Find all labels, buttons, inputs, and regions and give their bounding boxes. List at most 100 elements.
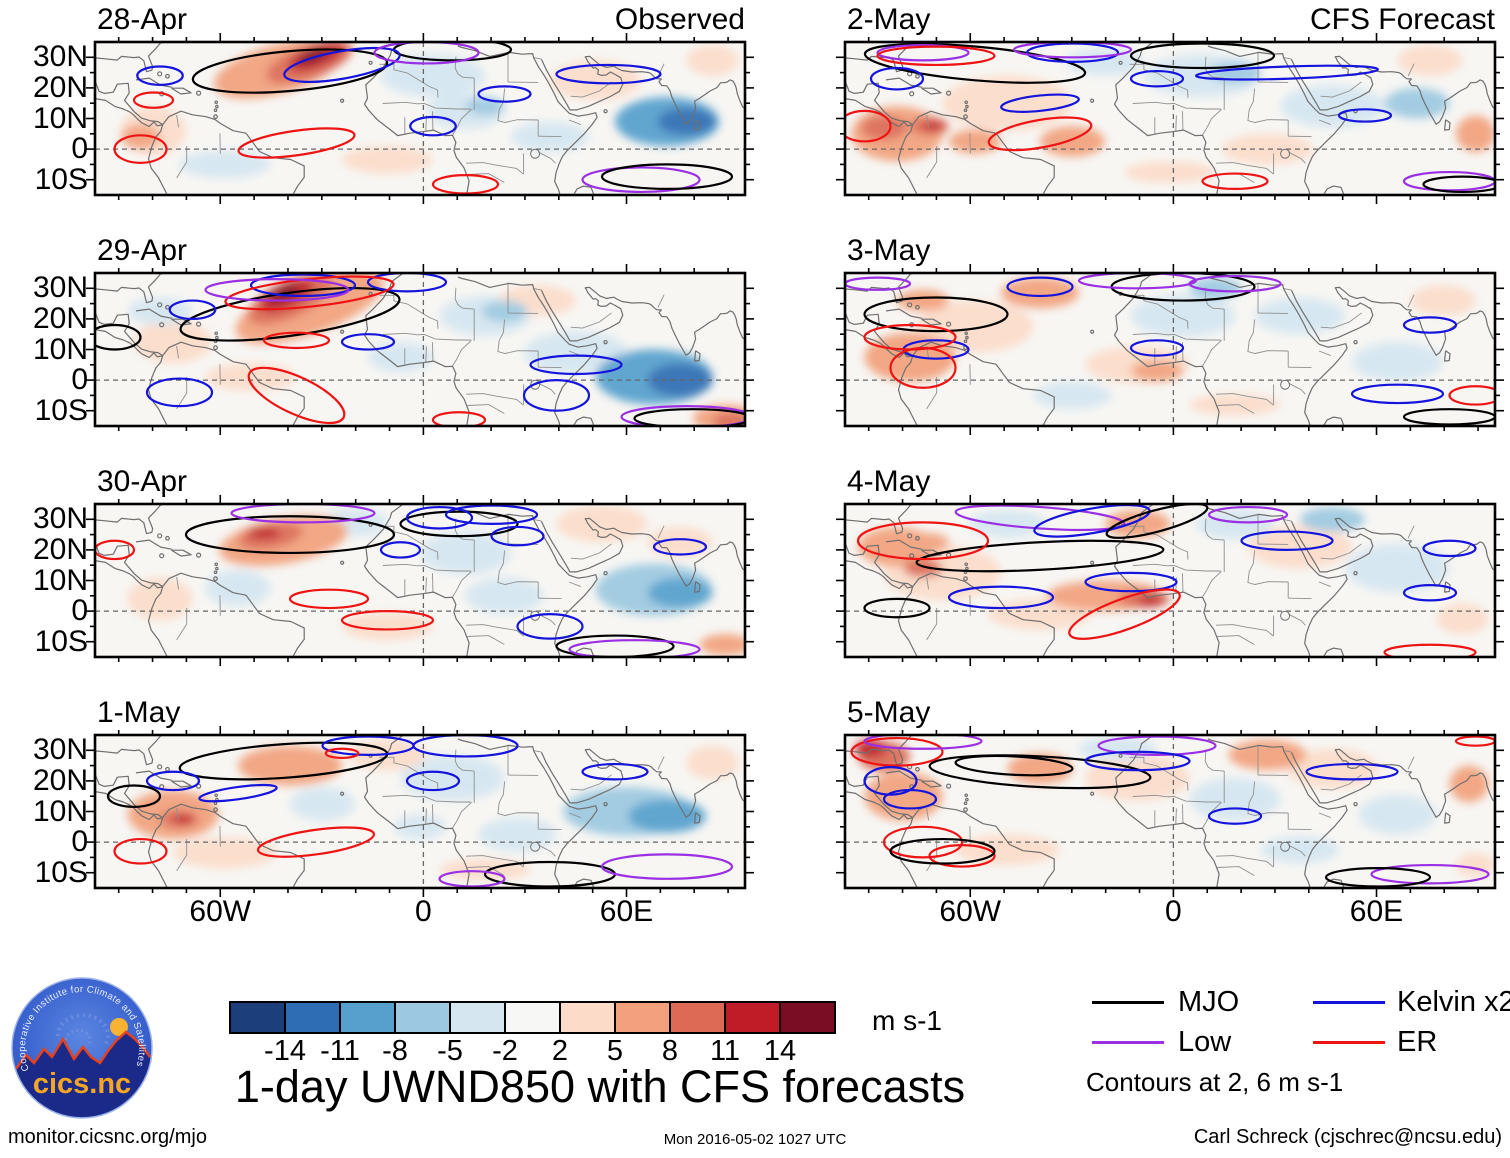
- shading-blob: [686, 745, 739, 780]
- country-border: [1407, 756, 1415, 770]
- map-plot: [836, 726, 1504, 897]
- low-contour: [373, 42, 480, 65]
- map-plot: [836, 495, 1504, 666]
- mjo-contour: [179, 287, 401, 342]
- panel-date-label: 28-Apr: [97, 3, 188, 36]
- low-contour: [876, 43, 970, 62]
- country-border: [406, 72, 439, 98]
- shading-blob: [1228, 739, 1307, 771]
- country-border: [467, 866, 505, 876]
- mjo-contour: [1105, 504, 1209, 539]
- panel-date-label: 2-May: [847, 3, 931, 36]
- coastline: [1334, 748, 1495, 818]
- kelvin-contour: [1337, 108, 1393, 123]
- island: [157, 764, 163, 770]
- country-border: [406, 765, 439, 791]
- country-border: [599, 543, 612, 554]
- shading-blob: [1066, 48, 1144, 76]
- coastline: [1207, 45, 1348, 195]
- country-border: [497, 340, 539, 354]
- er-contour: [1383, 643, 1477, 657]
- island: [915, 73, 920, 79]
- lat-tick-label: 20N: [32, 301, 88, 335]
- kelvin-contour: [405, 505, 474, 530]
- coastline: [1207, 738, 1348, 888]
- lat-tick-label: 10S: [34, 855, 88, 889]
- shading-blob: [290, 787, 355, 821]
- er-contour: [288, 588, 370, 610]
- island: [165, 73, 170, 79]
- island: [963, 114, 968, 120]
- country-border: [568, 119, 581, 126]
- coastline: [457, 276, 598, 426]
- country-border: [452, 801, 472, 829]
- kelvin-contour: [869, 66, 925, 91]
- coastline: [162, 803, 305, 888]
- island: [1090, 329, 1095, 334]
- coastline: [363, 42, 470, 195]
- coastline: [95, 735, 165, 766]
- kelvin-contour: [136, 65, 184, 86]
- colorbar-cell: [229, 1001, 286, 1034]
- island: [963, 807, 968, 813]
- lat-tick-label: 10N: [32, 563, 88, 597]
- lat-tick-label: 0: [71, 132, 88, 166]
- country-border: [176, 346, 180, 359]
- low-contour: [600, 853, 734, 880]
- island: [603, 570, 608, 576]
- coastline: [885, 539, 923, 550]
- panel-date-label: 3-May: [847, 234, 931, 267]
- kelvin-contour: [1422, 539, 1477, 558]
- country-border: [1132, 794, 1221, 803]
- shading-blob: [342, 146, 433, 174]
- island: [214, 100, 218, 105]
- legend-mjo-label: MJO: [1178, 986, 1240, 1018]
- shading-blob: [628, 799, 706, 833]
- mjo-contour: [184, 515, 396, 555]
- shading-blob: [465, 577, 544, 615]
- coastline: [912, 341, 1055, 426]
- low-contour: [1207, 505, 1289, 524]
- kelvin-contour: [145, 377, 214, 408]
- country-border: [425, 808, 427, 824]
- country-border: [176, 146, 188, 179]
- island: [340, 98, 345, 103]
- country-border: [176, 115, 180, 128]
- country-border: [1215, 393, 1274, 406]
- shading-blob: [1001, 277, 1079, 309]
- island: [213, 108, 218, 113]
- island: [907, 533, 913, 539]
- coastline: [95, 504, 165, 535]
- country-border: [1320, 783, 1350, 791]
- coastline: [1113, 504, 1220, 657]
- kelvin-contour: [1129, 339, 1185, 357]
- shading-blob: [205, 569, 271, 607]
- lat-tick-label: 10S: [34, 624, 88, 658]
- island: [195, 552, 202, 558]
- coastline: [897, 124, 918, 195]
- country-border: [1217, 404, 1255, 414]
- low-contour: [204, 278, 350, 302]
- island: [909, 91, 915, 97]
- mjo-contour: [863, 597, 931, 619]
- coastline: [845, 80, 914, 126]
- country-border: [1156, 303, 1189, 329]
- country-border: [533, 519, 542, 522]
- coastline: [135, 539, 173, 550]
- shading-blob: [205, 363, 297, 391]
- country-border: [425, 346, 427, 362]
- legend-kelvin-label: Kelvin x2: [1397, 986, 1510, 1018]
- lat-tick-label: 30N: [32, 271, 88, 305]
- kelvin-contour: [340, 333, 396, 351]
- country-border: [1132, 101, 1221, 110]
- island: [603, 801, 608, 807]
- country-border: [568, 812, 581, 819]
- coastline: [95, 42, 165, 73]
- kelvin-contour: [405, 770, 461, 792]
- coastline: [171, 318, 192, 326]
- mjo-contour: [106, 784, 162, 809]
- mjo-contour: [1402, 408, 1495, 426]
- mjo-contour: [954, 754, 1074, 777]
- coastline: [1334, 55, 1495, 125]
